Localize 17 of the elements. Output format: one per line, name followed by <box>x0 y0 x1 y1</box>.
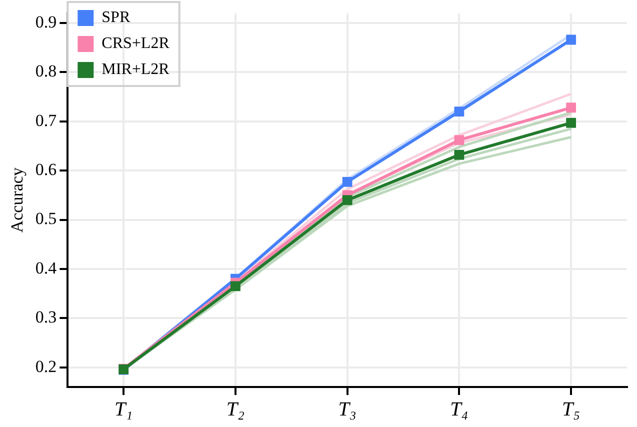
x-tick-label: T₅ <box>562 398 580 420</box>
y-tick-label: 0.8 <box>35 62 57 81</box>
y-tick-label: 0.9 <box>35 12 57 32</box>
legend-label: MIR+L2R <box>102 61 170 78</box>
x-tick-label: T₂ <box>226 398 245 420</box>
y-axis-title: Accuracy <box>8 167 27 233</box>
x-tick-label: T₄ <box>450 398 468 420</box>
y-tick-label: 0.3 <box>35 308 57 327</box>
y-tick-label: 0.6 <box>35 160 57 180</box>
y-tick-label: 0.2 <box>35 356 57 376</box>
x-tick-label: T₁ <box>114 398 133 420</box>
y-tick-label: 0.5 <box>35 209 57 228</box>
x-tick-label: T₃ <box>338 398 356 420</box>
legend-label: CRS+L2R <box>102 35 170 52</box>
legend-label: SPR <box>102 9 130 26</box>
y-tick-label: 0.4 <box>35 258 58 278</box>
y-tick-label: 0.7 <box>35 110 58 130</box>
